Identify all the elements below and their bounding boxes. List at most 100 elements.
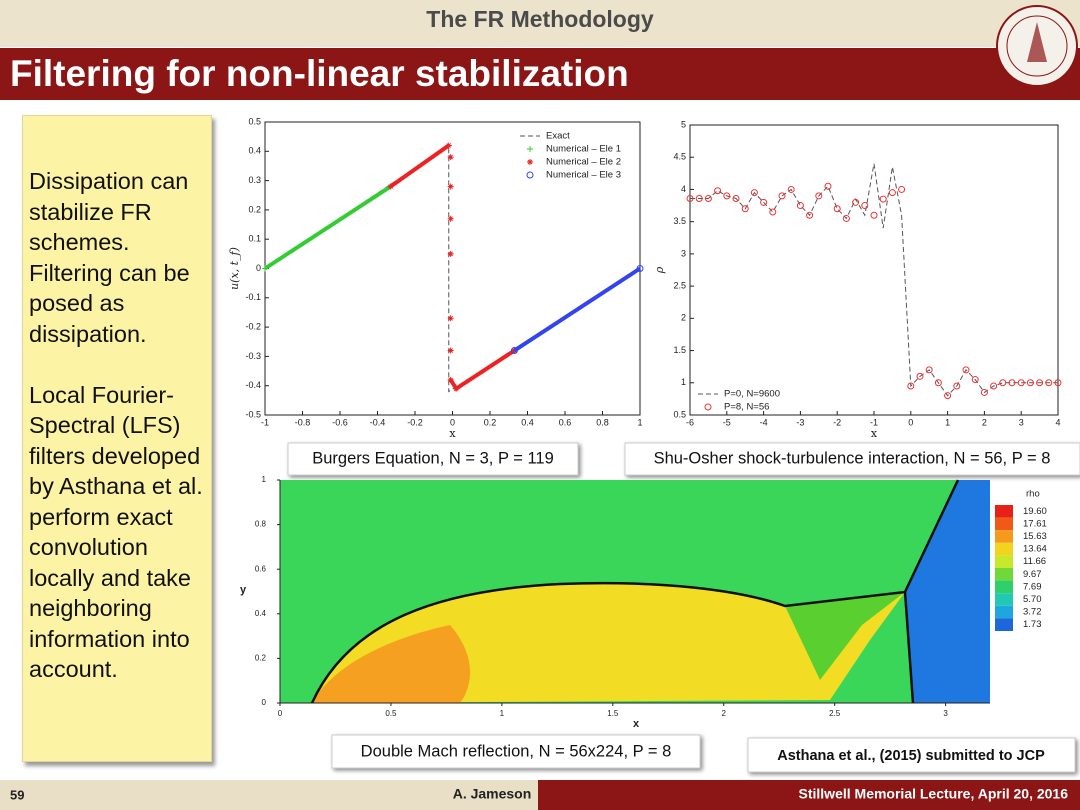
marker [1036, 379, 1044, 387]
y-tick-label: -0.3 [245, 351, 261, 361]
x-tick-label: 1 [945, 417, 950, 427]
marker [898, 185, 906, 193]
y-tick-label: 0.4 [248, 146, 261, 156]
y-tick-label: 5 [681, 119, 686, 129]
marker [842, 214, 850, 222]
legend-label: Numerical – Ele 3 [546, 170, 621, 181]
seal [996, 5, 1078, 87]
marker [769, 208, 777, 216]
marker [723, 192, 731, 200]
x-tick-label: 0 [278, 709, 283, 718]
marker [447, 376, 454, 383]
marker [870, 211, 878, 219]
figure-caption: Double Mach reflection, N = 56x224, P = … [361, 742, 672, 760]
x-axis-label: x [871, 427, 878, 440]
x-tick-label: 0 [908, 417, 913, 427]
marker [447, 315, 454, 322]
x-tick-label: 1.5 [607, 709, 619, 718]
y-tick-label: 2 [681, 313, 686, 323]
x-tick-label: -0.8 [295, 417, 311, 427]
x-tick-label: 0.5 [385, 709, 397, 718]
colorbar-label: 3.72 [1023, 607, 1042, 618]
marker [750, 189, 758, 197]
x-tick-label: 2 [982, 417, 987, 427]
marker [527, 159, 533, 165]
title-bar [0, 48, 1080, 100]
marker [686, 194, 694, 202]
section-title: The FR Methodology [426, 6, 654, 32]
marker [815, 192, 823, 200]
series-line [690, 163, 1058, 397]
x-tick-label: 0 [450, 417, 455, 427]
marker [741, 205, 749, 213]
x-tick-label: 1 [500, 709, 505, 718]
y-tick-label: -0.4 [245, 380, 261, 390]
colorbar-band [995, 568, 1013, 581]
colorbar-band [995, 530, 1013, 543]
y-tick-label: 0.3 [248, 175, 261, 185]
marker [453, 385, 460, 392]
text-box: Dissipation can stabilize FR schemes. Fi… [22, 115, 212, 762]
marker [445, 142, 452, 149]
event: Stillwell Memorial Lecture, April 20, 20… [799, 786, 1069, 802]
colorbar-band [995, 593, 1013, 606]
marker [944, 392, 952, 400]
marker [447, 154, 454, 161]
legend-label: P=0, N=9600 [724, 389, 780, 400]
x-tick-label: -1 [870, 417, 878, 427]
mach-contour [280, 479, 990, 704]
marker [971, 376, 979, 384]
colorbar-label: 1.73 [1023, 619, 1042, 630]
x-tick-label: -0.4 [370, 417, 386, 427]
y-axis-label: y [240, 584, 247, 596]
colorbar-label: 13.64 [1023, 544, 1047, 555]
paragraph: Local Fourier-Spectral (LFS) filters dev… [29, 381, 203, 683]
marker [953, 382, 961, 390]
x-tick-label: -3 [796, 417, 804, 427]
series-line [263, 184, 392, 271]
y-tick-label: 0.2 [255, 654, 267, 663]
marker [980, 388, 988, 396]
y-tick-label: 0.8 [255, 520, 267, 529]
marker [760, 198, 768, 206]
x-tick-label: 0.4 [521, 417, 534, 427]
y-tick-label: 4 [681, 184, 686, 194]
marker [732, 194, 740, 202]
colorbar-band [995, 517, 1013, 531]
y-tick-label: 4.5 [673, 152, 686, 162]
x-tick-label: 2.5 [829, 709, 841, 718]
x-tick-label: 3 [943, 709, 948, 718]
marker [925, 366, 933, 374]
marker [447, 250, 454, 257]
top-strip [0, 0, 1080, 47]
marker [907, 382, 915, 390]
marker [447, 347, 454, 354]
series-line [513, 266, 642, 353]
marker [510, 347, 518, 355]
x-tick-label: -0.2 [407, 417, 423, 427]
marker [1054, 379, 1062, 387]
marker [714, 187, 722, 195]
x-tick-label: -2 [833, 417, 841, 427]
figure-caption: Burgers Equation, N = 3, P = 119 [312, 449, 554, 467]
y-tick-label: -0.2 [245, 321, 261, 331]
marker [879, 195, 887, 203]
x-tick-label: -1 [261, 417, 269, 427]
marker [934, 379, 942, 387]
y-tick-label: 0 [262, 698, 267, 707]
y-tick-label: -0.1 [245, 292, 261, 302]
marker [778, 192, 786, 200]
slide-title: Filtering for non-linear stabilization [10, 53, 629, 94]
colorbar-label: 17.61 [1023, 518, 1047, 529]
legend-label: Numerical – Ele 1 [546, 144, 621, 155]
marker [861, 202, 869, 210]
citation: Asthana et al., (2015) submitted to JCP [777, 748, 1045, 764]
footer-right [538, 780, 1080, 810]
marker [704, 194, 712, 202]
y-tick-label: 0.6 [255, 564, 267, 573]
legend-label: P=8, N=56 [724, 402, 769, 413]
y-axis-label: ρ [653, 266, 666, 274]
series-line [264, 144, 641, 393]
